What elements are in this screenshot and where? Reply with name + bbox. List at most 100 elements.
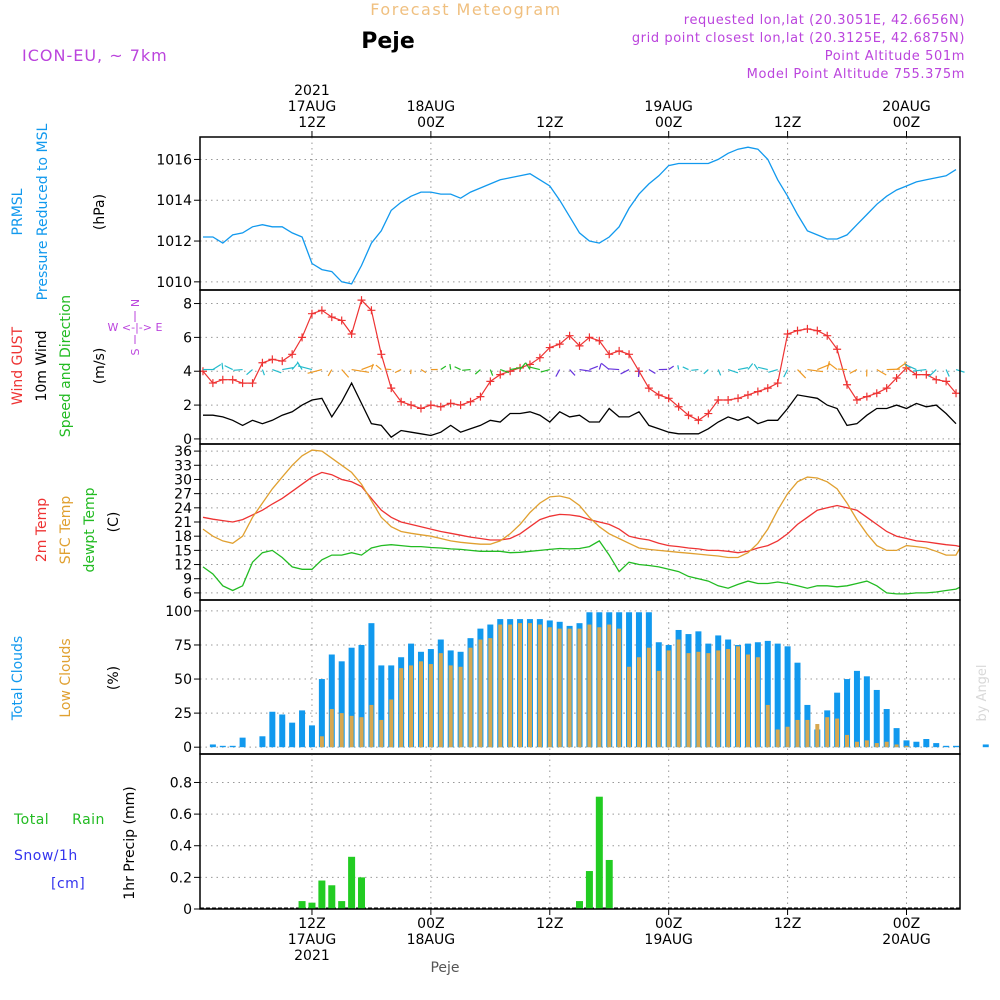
wind-direction-arrow <box>307 368 323 374</box>
wind-direction-arrow <box>261 369 265 376</box>
gust-marker <box>506 367 515 376</box>
low-cloud-bar <box>636 657 641 748</box>
y-tick-label: 24 <box>174 501 192 517</box>
x-tick-label-bottom: 19AUG <box>644 932 693 948</box>
wind-direction-arrow <box>375 364 382 371</box>
x-tick-label-bottom: 2021 <box>294 948 330 964</box>
rain-bar <box>595 796 603 909</box>
location-title: Peje <box>361 29 415 54</box>
wind-direction-arrow <box>677 365 680 370</box>
wind-yticks: 0 2 4 6 8 <box>183 297 200 448</box>
total-cloud-bar <box>318 679 325 748</box>
y-tick-label: 15 <box>174 543 192 559</box>
wind-direction-arrow <box>648 369 656 374</box>
precip-grid <box>200 754 960 910</box>
pressure-yticks: 1010 1012 1014 1016 <box>156 152 200 291</box>
wind-direction-arrow <box>912 368 927 372</box>
total-cloud-bar <box>923 739 930 748</box>
wind-direction-arrow <box>747 363 754 370</box>
y-tick-label: 1016 <box>156 152 192 168</box>
temp-label-dewpt: dewpt Temp <box>82 487 98 572</box>
gust-marker <box>843 380 852 389</box>
x-tick-label-top: 2021 <box>294 83 330 99</box>
x-tick-label-bottom: 17AUG <box>288 932 337 948</box>
gust-marker <box>357 296 366 305</box>
gust-marker <box>605 350 614 359</box>
total-cloud-bar <box>239 737 246 748</box>
total-cloud-bar <box>853 670 860 748</box>
low-cloud-bar <box>904 745 909 748</box>
low-cloud-bar <box>646 647 651 748</box>
low-cloud-bar <box>498 624 503 748</box>
low-cloud-bar <box>696 651 701 748</box>
y-tick-label: 8 <box>183 297 192 313</box>
gust-marker <box>268 355 277 364</box>
wind-direction-arrow <box>296 361 303 370</box>
pressure-grid <box>200 137 960 290</box>
gust-marker <box>307 309 316 318</box>
wind-direction-arrow <box>768 368 778 373</box>
total-cloud-bar <box>953 745 960 748</box>
low-cloud-bar <box>418 661 423 748</box>
low-cloud-bar <box>359 717 364 748</box>
gust-marker <box>654 390 663 399</box>
model-altitude: Model Point Altitude 755.375m <box>747 67 965 82</box>
wind-direction-arrow <box>904 363 917 371</box>
low-cloud-bar <box>468 647 473 748</box>
clouds-label-unit: (%) <box>106 666 122 690</box>
total-cloud-bar <box>913 741 920 748</box>
total-cloud-bar <box>358 644 365 748</box>
total-cloud-bar <box>774 643 781 748</box>
gust-marker <box>932 375 941 384</box>
gust-marker <box>387 384 396 393</box>
wind-direction-arrow <box>528 366 541 371</box>
wind-label-10m: 10m Wind <box>34 330 50 401</box>
total-cloud-bar <box>269 711 276 748</box>
gust-marker <box>347 330 356 338</box>
gust-marker <box>952 389 961 398</box>
wind-direction-arrow <box>351 368 370 373</box>
gust-marker <box>456 401 465 410</box>
x-tick-label-top: 12Z <box>298 115 325 131</box>
wind-direction-arrow <box>928 369 937 378</box>
y-tick-label: 0.2 <box>170 870 192 886</box>
wind-direction-arrow <box>668 365 675 371</box>
gust-marker <box>912 370 921 379</box>
pressure-line <box>203 146 957 285</box>
gust-marker <box>248 379 257 388</box>
precip-label-unit: 1hr Precip (mm) <box>122 786 138 899</box>
gust-marker <box>644 384 653 393</box>
gust-marker <box>555 340 564 349</box>
low-cloud-bar <box>894 744 899 748</box>
low-cloud-bar <box>458 666 463 748</box>
y-tick-label: 0 <box>183 740 192 756</box>
wind-direction-arrow <box>876 369 887 376</box>
temp2m-line <box>202 471 961 554</box>
total-cloud-bar <box>338 661 345 748</box>
rain-bar <box>338 901 346 909</box>
low-cloud-bar <box>706 653 711 748</box>
wind-direction-arrow <box>212 363 222 371</box>
gust-marker <box>942 377 951 386</box>
total-cloud-bar <box>229 745 236 748</box>
gust-marker <box>377 350 386 359</box>
rain-bar <box>576 901 584 909</box>
panel-precip: 0 0.2 0.4 0.6 0.8 1hr Precip (mm) Total Rain… <box>13 753 961 918</box>
wind-compass: N W <-|-> E S <box>108 299 163 356</box>
panel-pressure: 1010 1012 1014 1016 PRMSL Pressure Reduced … <box>10 123 961 300</box>
x-tick-label-top: 18AUG <box>407 99 456 115</box>
wind-direction-arrow <box>525 362 531 370</box>
y-tick-label: 1012 <box>156 234 192 250</box>
low-cloud-bar <box>557 628 562 748</box>
x-tick-label-bottom: 12Z <box>536 916 563 932</box>
wind-direction-arrow <box>620 369 630 375</box>
total-cloud-bar <box>368 623 375 748</box>
point-altitude: Point Altitude 501m <box>825 49 965 64</box>
temp-label-unit: (C) <box>106 512 122 533</box>
low-cloud-bar <box>617 628 622 748</box>
low-cloud-bar <box>676 639 681 748</box>
low-cloud-bar <box>854 741 859 748</box>
gust-marker <box>793 326 802 335</box>
